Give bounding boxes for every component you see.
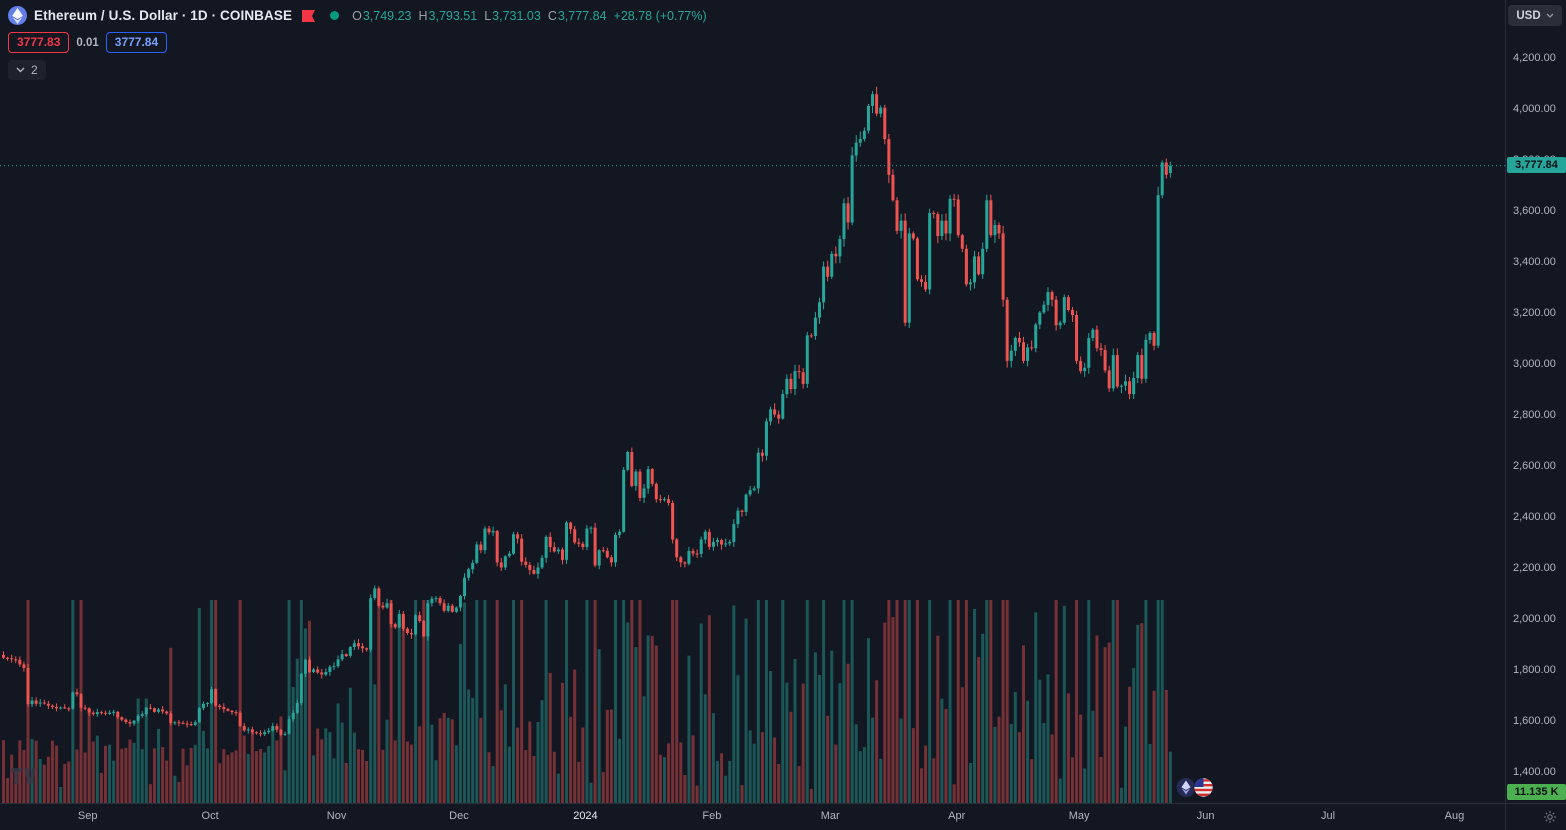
time-axis-label: Apr — [948, 810, 966, 822]
axis-settings-corner[interactable] — [1505, 803, 1566, 830]
time-axis-label: Jun — [1196, 810, 1215, 822]
symbol-row: Ethereum / U.S. Dollar · 1D · COINBASE O… — [8, 6, 707, 25]
time-axis-label: Sep — [77, 810, 98, 822]
symbol-title[interactable]: Ethereum / U.S. Dollar · 1D · COINBASE — [34, 8, 293, 23]
price-axis-label: 4,000.00 — [1513, 103, 1556, 115]
tradingview-watermark — [10, 765, 40, 792]
current-volume-badge: 11.135 K — [1507, 784, 1566, 800]
time-axis-label: Mar — [820, 810, 840, 822]
ohlc-high-label: H — [418, 8, 428, 23]
buy-sell-row: 3777.83 0.01 3777.84 — [8, 32, 168, 53]
currency-label: USD — [1516, 9, 1541, 22]
ohlc-close-label: C — [547, 8, 557, 23]
ohlc-open-label: O — [352, 8, 362, 23]
gear-icon — [1544, 811, 1556, 823]
ethereum-pair-logo-icon — [1176, 778, 1196, 797]
ethereum-logo-icon — [8, 6, 27, 25]
ohlc-change-value: +28.78 (+0.77%) — [613, 8, 707, 23]
ohlc-readout: O 3,749.23 H 3,793.51 L 3,731.03 C 3,777.84 … — [352, 9, 707, 23]
price-axis-label: 3,200.00 — [1513, 307, 1556, 319]
chevron-down-icon — [1546, 13, 1554, 18]
collapse-count: 2 — [31, 63, 38, 77]
sell-price-button[interactable]: 3777.83 — [8, 32, 70, 53]
buy-price-button[interactable]: 3777.84 — [105, 32, 168, 53]
current-price-badge: 3,777.84 — [1507, 156, 1566, 173]
ohlc-open-value: 3,749.23 — [362, 8, 412, 23]
time-axis-label: May — [1068, 810, 1090, 822]
time-axis-label: Nov — [326, 810, 347, 822]
ohlc-close-value: 3,777.84 — [557, 8, 607, 23]
price-axis-label: 4,200.00 — [1513, 52, 1556, 64]
price-axis-label: 3,400.00 — [1513, 256, 1556, 268]
price-axis-label: 2,400.00 — [1513, 511, 1556, 523]
price-axis-label: 3,600.00 — [1513, 205, 1556, 217]
currency-dropdown[interactable]: USD — [1508, 5, 1562, 26]
price-axis-label: 2,800.00 — [1513, 409, 1556, 421]
price-axis-label: 2,000.00 — [1513, 613, 1556, 625]
price-axis[interactable]: 4,200.004,000.003,800.003,600.003,400.00… — [1505, 0, 1566, 803]
collapse-indicators-button[interactable]: 2 — [8, 60, 46, 80]
time-axis-label: Oct — [201, 810, 219, 822]
ohlc-low-value: 3,731.03 — [492, 8, 541, 23]
candlestick-chart[interactable] — [0, 0, 1505, 803]
time-axis-label: Feb — [702, 810, 722, 822]
flag-icon[interactable] — [302, 9, 316, 22]
indicator-row: 2 — [8, 60, 46, 80]
tradingview-logo-icon — [11, 768, 36, 784]
chevron-down-icon — [16, 67, 25, 73]
usd-flag-icon — [1193, 777, 1214, 798]
time-axis-label: 2024 — [573, 810, 598, 822]
time-axis-label: Jul — [1320, 810, 1336, 822]
time-axis-label: Dec — [449, 810, 469, 822]
price-axis-label: 1,600.00 — [1513, 715, 1556, 727]
spread-value: 0.01 — [76, 36, 99, 49]
ohlc-low-label: L — [484, 8, 492, 23]
price-axis-label: 1,800.00 — [1513, 664, 1556, 676]
price-axis-label: 2,200.00 — [1513, 562, 1556, 574]
time-axis[interactable]: Sep Oct Nov Dec 2024 Feb Mar Apr May Jun Jul Aug — [0, 803, 1505, 830]
price-axis-label: 1,400.00 — [1513, 766, 1556, 778]
ohlc-high-value: 3,793.51 — [428, 8, 478, 23]
price-axis-label: 3,000.00 — [1513, 358, 1556, 370]
pair-logos — [1176, 777, 1214, 803]
chart-header: Ethereum / U.S. Dollar · 1D · COINBASE O… — [8, 6, 707, 80]
time-axis-label: Aug — [1444, 810, 1465, 822]
price-axis-label: 2,600.00 — [1513, 460, 1556, 472]
market-status-dot — [330, 11, 340, 20]
